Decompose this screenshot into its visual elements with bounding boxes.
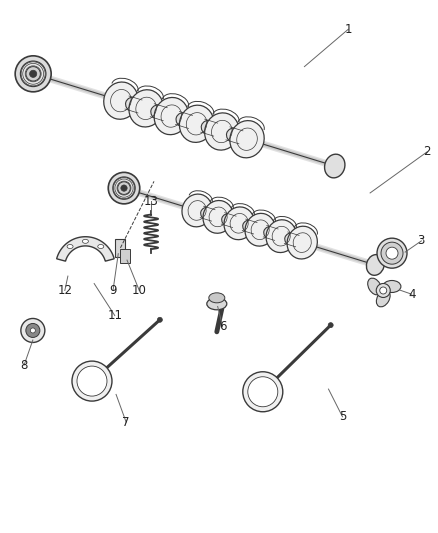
Bar [120,249,130,263]
Ellipse shape [21,61,46,87]
Ellipse shape [376,290,390,307]
Ellipse shape [230,120,264,158]
Ellipse shape [285,233,299,246]
Text: 11: 11 [107,309,122,322]
Text: 6: 6 [219,320,226,333]
Ellipse shape [266,220,297,253]
Ellipse shape [104,82,138,119]
Ellipse shape [26,67,40,81]
Ellipse shape [154,98,188,135]
Ellipse shape [72,361,112,401]
Ellipse shape [126,97,141,112]
Text: 13: 13 [144,195,159,208]
Ellipse shape [248,377,278,407]
Ellipse shape [201,120,217,135]
Ellipse shape [157,317,162,322]
Text: 5: 5 [339,410,346,423]
Ellipse shape [203,200,233,233]
Text: 3: 3 [418,235,425,247]
Ellipse shape [98,245,104,248]
Ellipse shape [67,245,73,248]
Ellipse shape [205,113,239,150]
Ellipse shape [325,154,345,178]
Ellipse shape [151,105,167,119]
Ellipse shape [243,372,283,412]
Ellipse shape [243,220,257,233]
Ellipse shape [245,213,276,246]
Ellipse shape [129,90,163,127]
Ellipse shape [226,128,242,143]
Ellipse shape [121,185,127,191]
Text: 4: 4 [408,288,416,301]
Ellipse shape [377,238,407,268]
Ellipse shape [26,324,40,337]
Ellipse shape [380,287,387,294]
Ellipse shape [118,182,130,195]
Ellipse shape [381,242,403,264]
Text: 9: 9 [109,284,117,297]
Text: 8: 8 [21,359,28,372]
Text: 12: 12 [57,284,72,297]
Ellipse shape [386,247,398,259]
Ellipse shape [209,293,225,303]
Text: 1: 1 [344,23,352,36]
Ellipse shape [77,366,107,396]
Ellipse shape [328,322,333,328]
Ellipse shape [180,105,214,142]
Ellipse shape [182,194,212,227]
Ellipse shape [376,284,390,297]
Ellipse shape [82,239,88,244]
Ellipse shape [30,70,37,77]
Ellipse shape [207,298,227,310]
Ellipse shape [264,227,278,239]
Ellipse shape [368,278,381,295]
Ellipse shape [224,207,254,240]
Text: 10: 10 [132,284,147,297]
Bar [116,239,125,257]
Ellipse shape [30,328,35,333]
Ellipse shape [108,172,140,204]
Text: 7: 7 [122,416,130,429]
Ellipse shape [21,318,45,343]
Ellipse shape [383,280,401,293]
Ellipse shape [113,177,135,199]
Polygon shape [57,237,114,261]
Ellipse shape [176,112,192,127]
Ellipse shape [15,56,51,92]
Ellipse shape [222,214,236,227]
Ellipse shape [201,207,215,220]
Ellipse shape [367,255,384,276]
Ellipse shape [287,226,318,259]
Text: 2: 2 [423,146,431,158]
